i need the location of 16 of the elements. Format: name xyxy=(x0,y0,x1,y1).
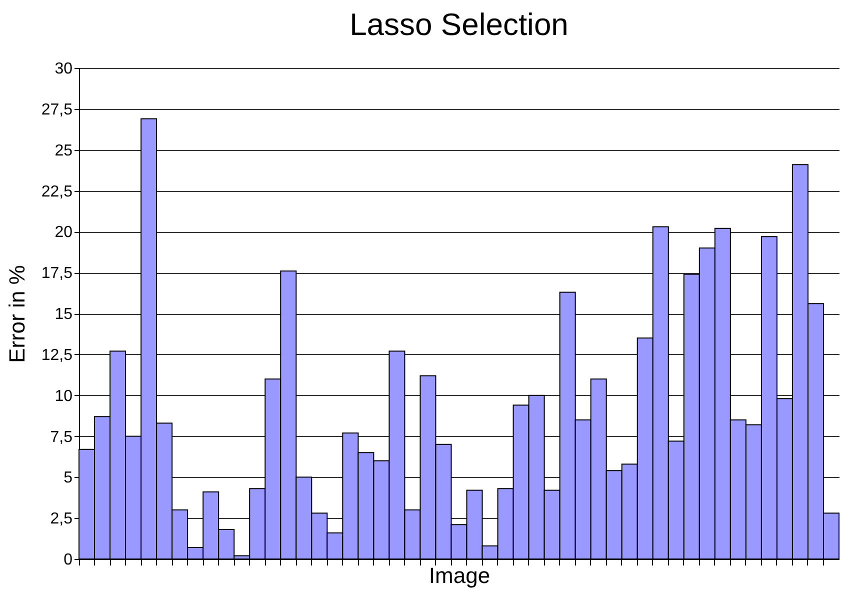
y-tick-label: 30 xyxy=(54,60,73,78)
y-tick-label: 25 xyxy=(54,142,73,160)
y-tick-label: 7,5 xyxy=(50,428,73,446)
y-tick-label: 27,5 xyxy=(41,101,73,118)
y-tick-label: 15 xyxy=(54,306,73,323)
y-tick-label: 10 xyxy=(54,388,73,405)
y-tick-label: 0 xyxy=(64,552,73,568)
x-axis-title: Image xyxy=(428,563,490,588)
y-tick-label: 5 xyxy=(64,470,73,487)
y-tick-label: 20 xyxy=(54,224,73,242)
y-tick-label: 22,5 xyxy=(41,183,73,200)
y-tick-label: 2,5 xyxy=(50,510,73,528)
y-axis-title: Error in % xyxy=(4,265,30,363)
y-tick-label: 12,5 xyxy=(41,346,73,364)
y-tick-label: 17,5 xyxy=(41,265,73,282)
chart-title: Lasso Selection xyxy=(350,7,568,42)
